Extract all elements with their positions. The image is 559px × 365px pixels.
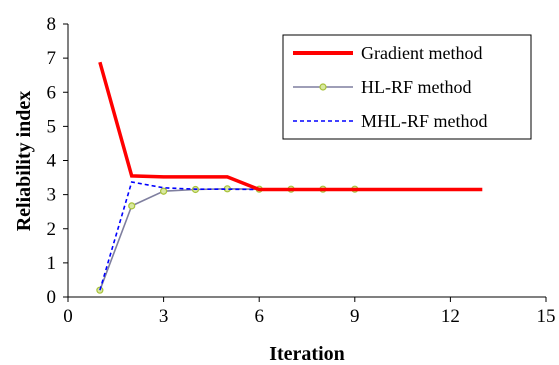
x-axis-title: Iteration: [269, 343, 345, 365]
y-tick-label: 7: [47, 48, 57, 69]
x-tick-label: 6: [254, 306, 264, 327]
y-tick-label: 4: [47, 151, 57, 172]
y-tick-label: 3: [47, 185, 57, 206]
y-axis-title: Reliability index: [13, 91, 35, 232]
y-tick-label: 5: [47, 116, 57, 137]
legend-label-gradient: Gradient method: [361, 43, 482, 63]
series-line-gradient-method: [98, 61, 483, 192]
legend: Gradient method HL-RF method MHL-RF meth…: [282, 34, 532, 140]
series-line-hl-rf-method: [99, 187, 355, 291]
y-tick-label: 1: [47, 253, 57, 274]
legend-label-mhlrf: MHL-RF method: [361, 111, 488, 131]
y-tick-label: 8: [47, 14, 57, 35]
x-tick-label: 0: [63, 306, 73, 327]
series-line-mhl-rf-method: [99, 181, 355, 291]
series-layer: [96, 61, 483, 294]
y-tick-label: 6: [47, 82, 57, 103]
x-tick-label: 15: [537, 306, 556, 327]
y-tick-label: 0: [47, 287, 57, 308]
x-tick-label: 3: [159, 306, 169, 327]
y-tick-label: 2: [47, 219, 57, 240]
data-point-hl-rf-method: [128, 202, 136, 210]
x-tick-label: 12: [441, 306, 460, 327]
x-tick-label: 9: [350, 306, 360, 327]
legend-marker-hlrf: [319, 83, 327, 91]
data-point-hl-rf-method: [160, 187, 168, 195]
legend-label-hlrf: HL-RF method: [361, 77, 472, 97]
